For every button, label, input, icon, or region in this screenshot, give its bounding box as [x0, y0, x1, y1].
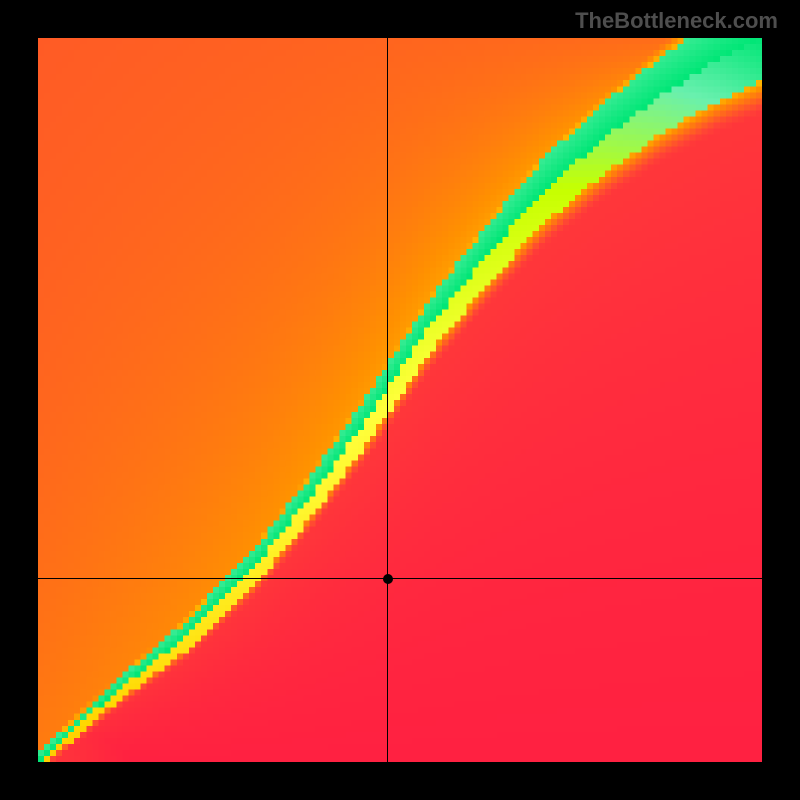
chart-container: TheBottleneck.com [0, 0, 800, 800]
crosshair-vertical [387, 38, 388, 762]
bottleneck-heatmap [38, 38, 762, 762]
crosshair-marker [383, 574, 393, 584]
crosshair-horizontal [38, 578, 762, 579]
watermark-text: TheBottleneck.com [575, 8, 778, 34]
